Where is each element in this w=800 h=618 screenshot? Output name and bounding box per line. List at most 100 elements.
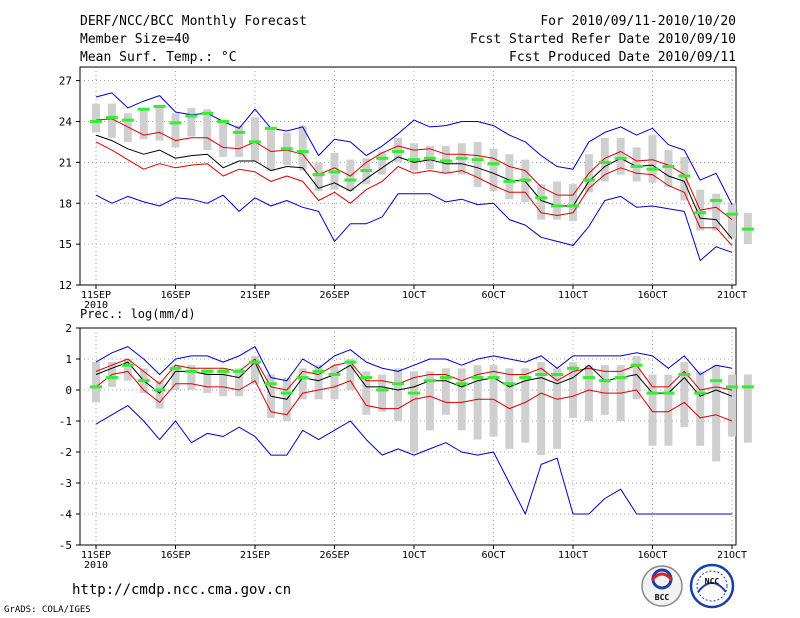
x-tick-label: 21SEP bbox=[240, 290, 270, 301]
series-line-ensemble-min bbox=[95, 193, 733, 261]
x-tick-label: 11SEP bbox=[81, 290, 111, 301]
x-tick-label: 21OCT bbox=[717, 290, 747, 301]
range-bar bbox=[298, 368, 307, 400]
range-bar bbox=[441, 368, 450, 415]
x-tick-label: 1OCT bbox=[402, 290, 426, 301]
range-bar bbox=[410, 371, 418, 452]
range-bar bbox=[123, 113, 132, 142]
bcc-logo: BCC bbox=[641, 565, 683, 607]
range-bar bbox=[537, 362, 546, 456]
x-tick-label: 1OCT bbox=[402, 550, 426, 561]
range-bar bbox=[521, 368, 530, 443]
grads-credit: GrADS: COLA/IGES bbox=[4, 605, 91, 615]
range-bar bbox=[203, 109, 212, 151]
range-bar bbox=[489, 148, 498, 191]
range-bar bbox=[187, 107, 196, 137]
y-tick-label: -3 bbox=[59, 477, 72, 490]
range-bar bbox=[664, 374, 673, 446]
x-tick-label: 26SEP bbox=[319, 290, 349, 301]
member-size-label: Member Size=40 bbox=[80, 32, 190, 47]
y-tick-label: 27 bbox=[59, 75, 72, 88]
range-bar bbox=[632, 355, 641, 400]
range-bar bbox=[584, 365, 593, 421]
range-bar bbox=[123, 359, 132, 381]
range-bar bbox=[537, 184, 546, 220]
y-tick-label: 18 bbox=[59, 197, 72, 210]
range-bar bbox=[394, 368, 403, 421]
x-tick-label: 16SEP bbox=[160, 290, 190, 301]
range-bar bbox=[696, 371, 705, 446]
series-line-spread-lower bbox=[95, 370, 733, 422]
range-bar bbox=[235, 368, 244, 397]
variable-label: Mean Surf. Temp.: °C bbox=[80, 50, 237, 65]
range-bar bbox=[346, 159, 355, 191]
y-tick-label: -4 bbox=[59, 508, 73, 521]
range-bar bbox=[314, 162, 323, 191]
range-bar bbox=[680, 156, 689, 201]
x-tick-label: 6OCT bbox=[481, 550, 505, 561]
range-bar bbox=[219, 368, 228, 397]
x-tick-year-label: 2010 bbox=[84, 560, 108, 571]
range-bar bbox=[219, 120, 228, 157]
range-bar bbox=[410, 143, 418, 171]
x-tick-label: 11OCT bbox=[558, 550, 588, 561]
x-tick-year-label: 2010 bbox=[84, 300, 108, 311]
range-bar bbox=[473, 141, 482, 187]
range-bar bbox=[743, 374, 752, 443]
series-line-ensemble-mean bbox=[95, 134, 733, 240]
range-bar bbox=[235, 125, 244, 157]
range-bar bbox=[92, 362, 100, 403]
forecast-produced-date: Fcst Produced Date 2010/09/11 bbox=[509, 50, 736, 65]
precip-panel-title: Prec.: log(mm/d) bbox=[80, 307, 196, 321]
range-bar bbox=[139, 107, 148, 140]
range-bar bbox=[600, 365, 609, 415]
range-bar bbox=[171, 113, 180, 148]
range-bar bbox=[728, 203, 736, 239]
bcc-logo-text: BCC bbox=[655, 593, 670, 602]
plot-frame bbox=[79, 66, 737, 286]
x-tick-label: 26SEP bbox=[319, 550, 349, 561]
series-line-spread-upper bbox=[95, 118, 733, 220]
x-tick-label: 16OCT bbox=[637, 290, 667, 301]
range-bar bbox=[298, 125, 307, 171]
source-url[interactable]: http://cmdp.ncc.cma.gov.cn bbox=[72, 582, 291, 598]
range-bar bbox=[680, 362, 689, 428]
range-bar bbox=[664, 150, 673, 187]
range-bar bbox=[457, 368, 466, 431]
range-bar bbox=[425, 371, 434, 431]
range-bar bbox=[569, 184, 577, 221]
series-line-ensemble-max bbox=[95, 346, 733, 382]
y-tick-label: 24 bbox=[59, 116, 73, 129]
forecast-period: For 2010/09/11-2010/10/20 bbox=[540, 14, 736, 29]
x-tick-label: 16OCT bbox=[637, 550, 667, 561]
x-tick-label: 21SEP bbox=[240, 550, 270, 561]
range-bar bbox=[505, 154, 514, 200]
range-bar bbox=[155, 105, 164, 141]
series-line-ensemble-min bbox=[95, 405, 732, 515]
range-bar bbox=[203, 368, 212, 394]
figure-title: DERF/NCC/BCC Monthly Forecast bbox=[80, 14, 307, 29]
range-bar bbox=[553, 368, 562, 449]
range-bar bbox=[648, 135, 657, 183]
range-bar bbox=[187, 365, 196, 390]
range-bar bbox=[92, 103, 100, 133]
y-tick-label: -5 bbox=[59, 539, 72, 552]
y-tick-label: 15 bbox=[59, 238, 72, 251]
temperature-panel: 12 15 18 21 24 27 11SEP 16SEP 21SEP 26SEP 1OCT 6OCT… bbox=[59, 66, 754, 311]
y-tick-label: 1 bbox=[65, 353, 72, 366]
range-bar bbox=[553, 181, 562, 220]
range-bar bbox=[489, 365, 498, 437]
y-tick-label: -2 bbox=[59, 446, 72, 459]
precipitation-panel: -5 -4 -3 -2 -1 0 1 2 11SEP 16SEP 21SEP 26SEP 1OCT 6OC… bbox=[59, 322, 754, 571]
series-line-spread-lower bbox=[95, 141, 733, 246]
range-bar bbox=[600, 137, 609, 182]
series-line-spread-upper bbox=[95, 358, 733, 391]
x-tick-label: 11SEP bbox=[81, 550, 111, 561]
x-tick-label: 16SEP bbox=[160, 550, 190, 561]
y-tick-label: -1 bbox=[59, 415, 72, 428]
y-tick-label: 0 bbox=[65, 384, 72, 397]
range-bar bbox=[569, 362, 577, 418]
range-bar bbox=[346, 359, 355, 390]
range-bar bbox=[378, 151, 387, 175]
